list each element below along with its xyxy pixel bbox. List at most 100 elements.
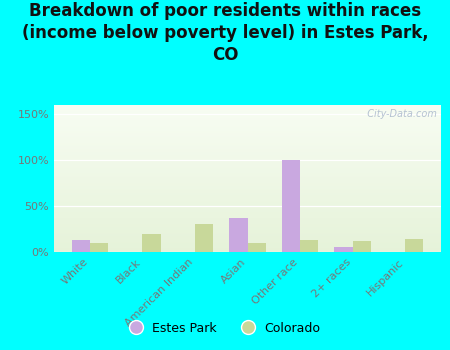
Bar — [54, 120, 441, 121]
Bar — [54, 242, 441, 243]
Bar — [54, 156, 441, 158]
Bar — [54, 214, 441, 215]
Bar — [54, 105, 441, 106]
Legend: Estes Park, Colorado: Estes Park, Colorado — [125, 317, 325, 340]
Bar — [54, 143, 441, 145]
Bar — [54, 171, 441, 173]
Bar — [54, 148, 441, 149]
Bar — [54, 181, 441, 183]
Bar — [54, 211, 441, 212]
Bar — [54, 246, 441, 247]
Bar — [54, 206, 441, 208]
Text: Breakdown of poor residents within races
(income below poverty level) in Estes P: Breakdown of poor residents within races… — [22, 2, 428, 64]
Bar — [54, 137, 441, 139]
Bar — [54, 209, 441, 211]
Bar — [54, 234, 441, 236]
Bar — [54, 240, 441, 242]
Bar — [54, 118, 441, 120]
Bar — [54, 184, 441, 186]
Bar — [54, 186, 441, 187]
Bar — [54, 178, 441, 180]
Bar — [54, 155, 441, 156]
Bar — [54, 183, 441, 184]
Bar — [54, 208, 441, 209]
Bar — [54, 196, 441, 198]
Bar — [54, 176, 441, 177]
Bar — [54, 243, 441, 245]
Bar — [54, 146, 441, 148]
Bar — [54, 159, 441, 161]
Bar — [352, 241, 371, 252]
Bar — [54, 152, 441, 154]
Bar — [54, 195, 441, 196]
Bar — [54, 198, 441, 199]
Bar — [54, 237, 441, 239]
Bar — [248, 243, 266, 252]
Bar — [54, 202, 441, 203]
Bar — [54, 110, 441, 111]
Bar — [54, 205, 441, 206]
Bar — [54, 145, 441, 146]
Bar — [54, 220, 441, 221]
Bar — [54, 212, 441, 214]
Bar — [334, 247, 352, 252]
Bar — [143, 234, 161, 252]
Bar — [54, 115, 441, 117]
Bar — [54, 122, 441, 124]
Bar — [54, 173, 441, 174]
Bar — [54, 128, 441, 130]
Text: City-Data.com: City-Data.com — [361, 110, 437, 119]
Bar — [54, 180, 441, 181]
Bar — [54, 199, 441, 201]
Bar — [54, 236, 441, 237]
Bar — [54, 150, 441, 152]
Bar — [54, 187, 441, 189]
Bar — [54, 117, 441, 118]
Bar — [54, 168, 441, 170]
Bar — [54, 245, 441, 246]
Bar — [54, 223, 441, 224]
Bar — [195, 224, 213, 252]
Bar — [54, 249, 441, 251]
Bar — [54, 124, 441, 126]
Bar — [54, 140, 441, 142]
Bar — [54, 218, 441, 220]
Bar — [54, 189, 441, 190]
Bar — [54, 106, 441, 108]
Bar — [54, 203, 441, 205]
Bar — [54, 132, 441, 133]
Bar — [54, 161, 441, 162]
Bar — [54, 162, 441, 164]
Bar — [282, 160, 300, 252]
Bar — [405, 239, 423, 252]
Bar — [54, 193, 441, 195]
Bar — [54, 177, 441, 178]
Bar — [54, 130, 441, 132]
Bar — [54, 167, 441, 168]
Bar — [54, 224, 441, 225]
Bar — [54, 108, 441, 110]
Bar — [54, 215, 441, 217]
Bar — [54, 225, 441, 227]
Bar — [54, 201, 441, 202]
Bar — [54, 174, 441, 176]
Bar — [54, 142, 441, 143]
Bar — [54, 126, 441, 127]
Bar — [54, 158, 441, 159]
Bar — [90, 243, 108, 252]
Bar — [54, 239, 441, 240]
Bar — [54, 170, 441, 171]
Bar — [54, 133, 441, 134]
Bar — [54, 164, 441, 165]
Bar — [54, 114, 441, 115]
Bar — [229, 218, 248, 252]
Bar — [300, 240, 319, 252]
Bar — [54, 136, 441, 137]
Bar — [54, 217, 441, 218]
Bar — [54, 233, 441, 234]
Bar — [54, 251, 441, 252]
Bar — [54, 221, 441, 223]
Bar — [54, 192, 441, 193]
Bar — [72, 240, 90, 252]
Bar — [54, 149, 441, 150]
